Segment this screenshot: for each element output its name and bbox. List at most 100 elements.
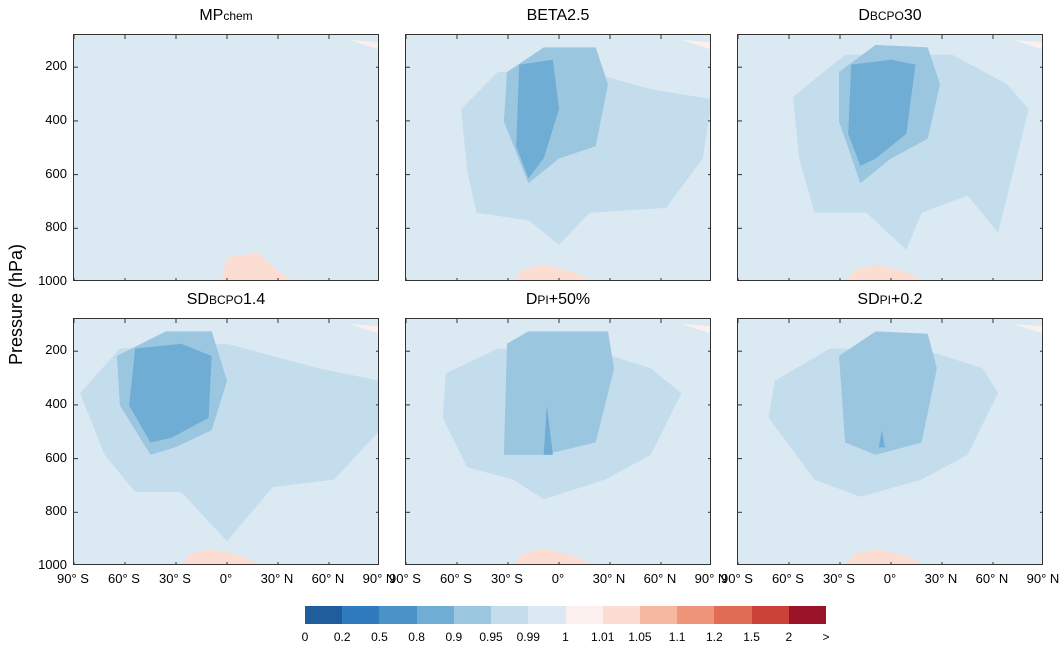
- colorbar-label: >: [822, 630, 830, 644]
- panel-title-main: MP: [199, 7, 224, 24]
- x-tick-label: 30° N: [592, 571, 626, 586]
- panel-title: BETA2.5: [418, 7, 698, 25]
- y-tick-label: 400: [45, 395, 67, 411]
- colorbar-label: 1.2: [706, 630, 723, 644]
- contour-region: [129, 343, 212, 443]
- colorbar-swatch: [416, 606, 455, 624]
- x-tick-label: 0°: [551, 571, 565, 586]
- y-tick-label: 1000: [38, 273, 67, 288]
- contour-region: [681, 39, 710, 50]
- panel-title-sub: PI: [537, 293, 549, 307]
- colorbar-swatch: [639, 606, 678, 624]
- contour-region: [514, 548, 592, 564]
- contour-region: [1013, 323, 1042, 334]
- x-tick-label: 0°: [219, 571, 233, 586]
- panel-title-main: SD: [857, 291, 880, 308]
- panel-title: DPI+50%: [418, 291, 698, 309]
- colorbar-label: 0.95: [479, 630, 503, 644]
- contour-panel: [737, 34, 1043, 281]
- contour-region: [878, 430, 885, 448]
- panel-title-main: SD: [186, 291, 209, 308]
- panel-title-main: D: [525, 291, 538, 308]
- y-tick-label: 800: [45, 503, 67, 519]
- contour-svg: [406, 319, 710, 564]
- contour-region: [681, 323, 710, 334]
- y-tick-label: 200: [45, 58, 67, 74]
- contour-region: [182, 548, 260, 564]
- colorbar-label: 1: [562, 630, 569, 644]
- x-tick-label: 60° S: [772, 571, 804, 586]
- contour-region: [503, 331, 615, 455]
- contour-svg: [738, 319, 1042, 564]
- panel-title-main: D: [858, 7, 870, 24]
- colorbar-label: 0.8: [408, 630, 425, 644]
- colorbar-swatch: [565, 606, 604, 624]
- contour-region: [1013, 39, 1042, 50]
- y-tick-label: 400: [45, 111, 67, 127]
- y-tick-label: 800: [45, 219, 67, 235]
- x-tick-label: 60° N: [975, 571, 1009, 586]
- x-tick-label: 60° S: [440, 571, 472, 586]
- x-tick-label: 30° S: [491, 571, 523, 586]
- x-tick-label: 60° S: [108, 571, 140, 586]
- colorbar-swatch: [491, 606, 529, 624]
- colorbar-label: 1.1: [668, 630, 686, 644]
- y-tick-label: 600: [45, 449, 67, 465]
- colorbar-swatch: [379, 606, 418, 624]
- x-tick-label: 30° N: [924, 571, 958, 586]
- panel-title-tail: 1.4: [243, 291, 266, 308]
- colorbar-swatch: [714, 606, 753, 624]
- contour-region: [349, 323, 378, 334]
- contour-region: [543, 405, 553, 455]
- colorbar-swatch: [453, 606, 492, 624]
- contour-region: [848, 59, 916, 166]
- panel-title: MPchem: [86, 7, 366, 25]
- panel-title-sub: BCPO: [869, 9, 904, 23]
- contour-region: [221, 252, 292, 280]
- colorbar-swatch: [751, 606, 790, 624]
- contour-panel: [73, 318, 379, 565]
- x-tick-label: 30° S: [823, 571, 855, 586]
- colorbar-swatch: [342, 606, 380, 624]
- panel-title: SDBCPO1.4: [86, 291, 366, 309]
- x-tick-label: 90° S: [389, 571, 421, 586]
- x-tick-label: 30° N: [260, 571, 294, 586]
- colorbar-swatch: [788, 606, 827, 624]
- colorbar-swatch: [528, 606, 566, 624]
- contour-region: [514, 264, 592, 280]
- x-tick-label: 90° S: [57, 571, 89, 586]
- x-tick-label: 30° S: [159, 571, 191, 586]
- contour-region: [846, 548, 924, 564]
- contour-panel: [73, 34, 379, 281]
- y-axis-label: Pressure (hPa): [6, 243, 26, 365]
- colorbar-label: 0.2: [333, 630, 351, 644]
- contour-panel: [405, 34, 711, 281]
- x-tick-label: 60° N: [643, 571, 677, 586]
- x-tick-label: 90° S: [721, 571, 753, 586]
- panel-title: SDPI+0.2: [750, 291, 1030, 309]
- panel-title-sub: BCPO: [208, 293, 243, 307]
- y-tick-label: 200: [45, 342, 67, 358]
- panel-title-tail: +50%: [548, 291, 591, 308]
- contour-panel: [737, 318, 1043, 565]
- panel-title-sub: chem: [223, 9, 253, 23]
- x-tick-label: 0°: [883, 571, 897, 586]
- contour-region: [516, 59, 559, 179]
- colorbar-swatch: [602, 606, 641, 624]
- colorbar-swatch: [677, 606, 715, 624]
- colorbar-label: 0.9: [445, 630, 463, 644]
- colorbar-label: 1.5: [743, 630, 760, 644]
- x-tick-label: 90° N: [694, 571, 728, 586]
- contour-region: [839, 331, 937, 455]
- colorbar-label: 1.05: [628, 630, 652, 644]
- x-tick-label: 60° N: [311, 571, 345, 586]
- colorbar-label: 0.5: [371, 630, 388, 644]
- colorbar-label: 0.99: [516, 630, 540, 644]
- contour-svg: [74, 35, 378, 280]
- contour-panel: [405, 318, 711, 565]
- x-tick-label: 90° N: [362, 571, 396, 586]
- contour-svg: [74, 319, 378, 564]
- panel-title-sub: PI: [879, 293, 891, 307]
- contour-region: [846, 264, 924, 280]
- colorbar-swatch: [305, 606, 343, 624]
